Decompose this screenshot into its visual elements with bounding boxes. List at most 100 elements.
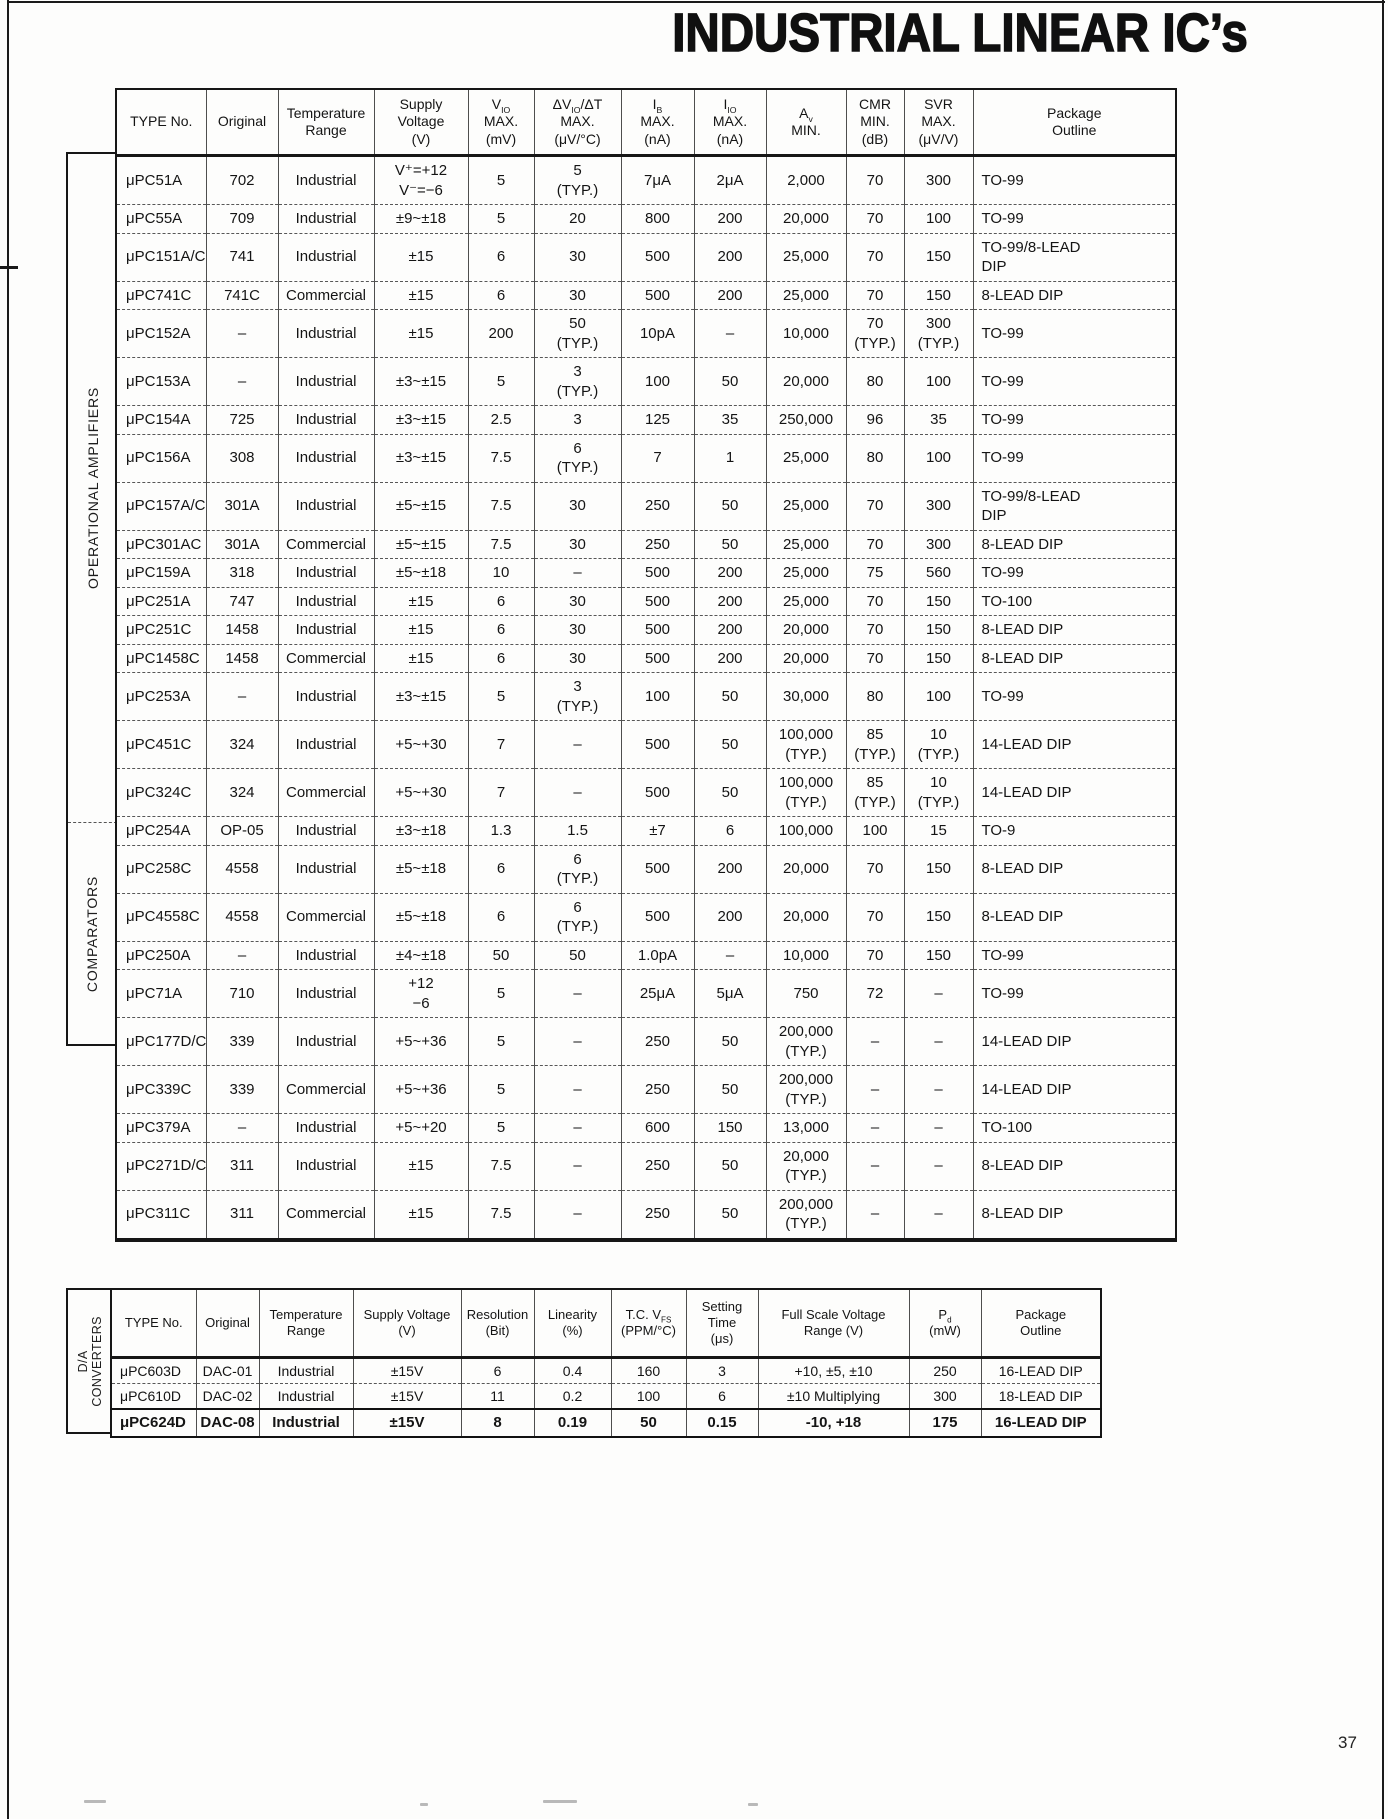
supply-voltage-cell: ±4~±18 bbox=[373, 940, 469, 970]
dvio-dt-max-cell: – bbox=[533, 558, 622, 587]
supply-voltage-cell: ±5~±15 bbox=[373, 481, 469, 530]
iio-max-cell: 50 bbox=[693, 672, 767, 721]
supply-voltage-cell: +5~+36 bbox=[373, 1065, 469, 1114]
table-header: TYPE No. Original Temperature Range Supply Vo… bbox=[115, 89, 1177, 157]
package-outline-cell: TO-100 bbox=[972, 1113, 1177, 1142]
svr-max-cell: – bbox=[903, 1113, 974, 1142]
dvio-dt-max-cell: – bbox=[533, 1113, 622, 1142]
original-cell: 311 bbox=[205, 1189, 279, 1240]
vio-max-cell: 6 bbox=[467, 232, 535, 281]
comparators-section: COMPARATORS bbox=[68, 823, 117, 1044]
ic-row: μPC301AC 301A Commercial ±5~±15 7.5 30 2… bbox=[115, 529, 1177, 559]
setting-time-cell: 0.15 bbox=[685, 1408, 759, 1438]
ic-row: μPC339C 339 Commercial +5~+36 5 – 250 50… bbox=[115, 1065, 1177, 1114]
iio-max-cell: 6 bbox=[693, 816, 767, 845]
vio-max-cell: 5 bbox=[467, 969, 535, 1018]
supply-voltage-cell: ±15 bbox=[373, 586, 469, 616]
svr-max-cell: 100 bbox=[903, 433, 974, 482]
temp-range-cell: Industrial bbox=[277, 844, 375, 893]
iio-max-cell: 150 bbox=[693, 1113, 767, 1142]
supply-voltage-cell: ±15V bbox=[352, 1408, 462, 1438]
full-scale-range-cell: +10, ±5, ±10 bbox=[757, 1356, 910, 1384]
svr-max-cell: 10 (TYP.) bbox=[903, 768, 974, 817]
vio-max-cell: 5 bbox=[467, 1065, 535, 1114]
temp-range-cell: Industrial bbox=[277, 940, 375, 970]
column-header: Original bbox=[205, 89, 279, 157]
resolution-cell: 11 bbox=[460, 1383, 535, 1410]
svr-max-cell: 35 bbox=[903, 405, 974, 434]
ib-max-cell: 250 bbox=[620, 529, 695, 559]
original-cell: 339 bbox=[205, 1065, 279, 1114]
vio-max-cell: 5 bbox=[467, 357, 535, 406]
package-outline-cell: TO-99 bbox=[972, 558, 1177, 587]
ib-max-cell: 500 bbox=[620, 558, 695, 587]
type-no-cell: μPC324C bbox=[115, 768, 207, 817]
ic-row: μPC271D/C 311 Industrial ±15 7.5 – 250 5… bbox=[115, 1141, 1177, 1190]
original-cell: 339 bbox=[205, 1017, 279, 1066]
temp-range-cell: Industrial bbox=[277, 1113, 375, 1142]
temp-range-cell: Industrial bbox=[277, 232, 375, 281]
temp-range-cell: Industrial bbox=[277, 558, 375, 587]
iio-max-cell: 200 bbox=[693, 643, 767, 673]
vio-max-cell: 5 bbox=[467, 672, 535, 721]
svr-max-cell: 100 bbox=[903, 672, 974, 721]
column-header: Full Scale Voltage Range (V) bbox=[757, 1289, 910, 1359]
svr-max-cell: 15 bbox=[903, 816, 974, 845]
ib-max-cell: 500 bbox=[620, 720, 695, 769]
package-outline-cell: 14-LEAD DIP bbox=[972, 768, 1177, 817]
section-label-column: OPERATIONAL AMPLIFIERS COMPARATORS bbox=[66, 152, 117, 1046]
temp-range-cell: Industrial bbox=[277, 720, 375, 769]
iio-max-cell: 50 bbox=[693, 357, 767, 406]
type-no-cell: μPC379A bbox=[115, 1113, 207, 1142]
ib-max-cell: 250 bbox=[620, 481, 695, 530]
ic-row: μPC251C 1458 Industrial ±15 6 30 500 200… bbox=[115, 615, 1177, 644]
type-no-cell: μPC1458C bbox=[115, 643, 207, 673]
package-outline-cell: TO-99 bbox=[972, 433, 1177, 482]
dac-table-header: TYPE No. Original Temperature Range Supply V… bbox=[110, 1289, 1102, 1359]
type-no-cell: μPC55A bbox=[115, 204, 207, 233]
package-outline-cell: 18-LEAD DIP bbox=[980, 1383, 1102, 1410]
temp-range-cell: Industrial bbox=[277, 405, 375, 434]
supply-voltage-cell: ±3~±15 bbox=[373, 357, 469, 406]
iio-max-cell: 50 bbox=[693, 1065, 767, 1114]
column-header: Package Outline bbox=[980, 1289, 1102, 1359]
header-row: TYPE No. Original Temperature Range Supply Vo… bbox=[115, 89, 1177, 157]
svr-max-cell: – bbox=[903, 1141, 974, 1190]
tc-vfs-cell: 100 bbox=[610, 1383, 687, 1410]
dvio-dt-max-cell: – bbox=[533, 768, 622, 817]
ib-max-cell: 7 bbox=[620, 433, 695, 482]
vio-max-cell: 200 bbox=[467, 309, 535, 358]
type-no-cell: μPC253A bbox=[115, 672, 207, 721]
ib-max-cell: 500 bbox=[620, 768, 695, 817]
av-min-cell: 20,000 bbox=[765, 643, 847, 673]
ic-row: μPC159A 318 Industrial ±5~±18 10 – 500 2… bbox=[115, 558, 1177, 587]
ic-row: μPC71A 710 Industrial +12 −6 5 – 25μA 5μA… bbox=[115, 969, 1177, 1018]
ib-max-cell: 800 bbox=[620, 204, 695, 233]
column-header: Supply Voltage (V) bbox=[373, 89, 469, 157]
iio-max-cell: 200 bbox=[693, 892, 767, 941]
supply-voltage-cell: ±15 bbox=[373, 309, 469, 358]
vio-max-cell: 6 bbox=[467, 844, 535, 893]
ib-max-cell: 250 bbox=[620, 1189, 695, 1240]
ic-row: μPC451C 324 Industrial +5~+30 7 – 500 50… bbox=[115, 720, 1177, 769]
supply-voltage-cell: ±5~±18 bbox=[373, 844, 469, 893]
dvio-dt-max-cell: 1.5 bbox=[533, 816, 622, 845]
dvio-dt-max-cell: – bbox=[533, 969, 622, 1018]
ib-max-cell: 100 bbox=[620, 672, 695, 721]
original-cell: 741 bbox=[205, 232, 279, 281]
ic-row: μPC311C 311 Commercial ±15 7.5 – 250 50 … bbox=[115, 1189, 1177, 1240]
ib-max-cell: 600 bbox=[620, 1113, 695, 1142]
header-row: TYPE No. Original Temperature Range Supply V… bbox=[110, 1289, 1102, 1359]
dvio-dt-max-cell: 20 bbox=[533, 204, 622, 233]
package-outline-cell: TO-99 bbox=[972, 969, 1177, 1018]
iio-max-cell: 50 bbox=[693, 720, 767, 769]
package-outline-cell: TO-99/8-LEAD DIP bbox=[972, 481, 1177, 530]
ib-max-cell: 7μA bbox=[620, 155, 695, 205]
av-min-cell: 13,000 bbox=[765, 1113, 847, 1142]
package-outline-cell: TO-99 bbox=[972, 204, 1177, 233]
type-no-cell: μPC339C bbox=[115, 1065, 207, 1114]
iio-max-cell: 50 bbox=[693, 1017, 767, 1066]
type-no-cell: μPC258C bbox=[115, 844, 207, 893]
cmr-min-cell: 70 bbox=[845, 586, 905, 616]
supply-voltage-cell: ±5~±18 bbox=[373, 892, 469, 941]
